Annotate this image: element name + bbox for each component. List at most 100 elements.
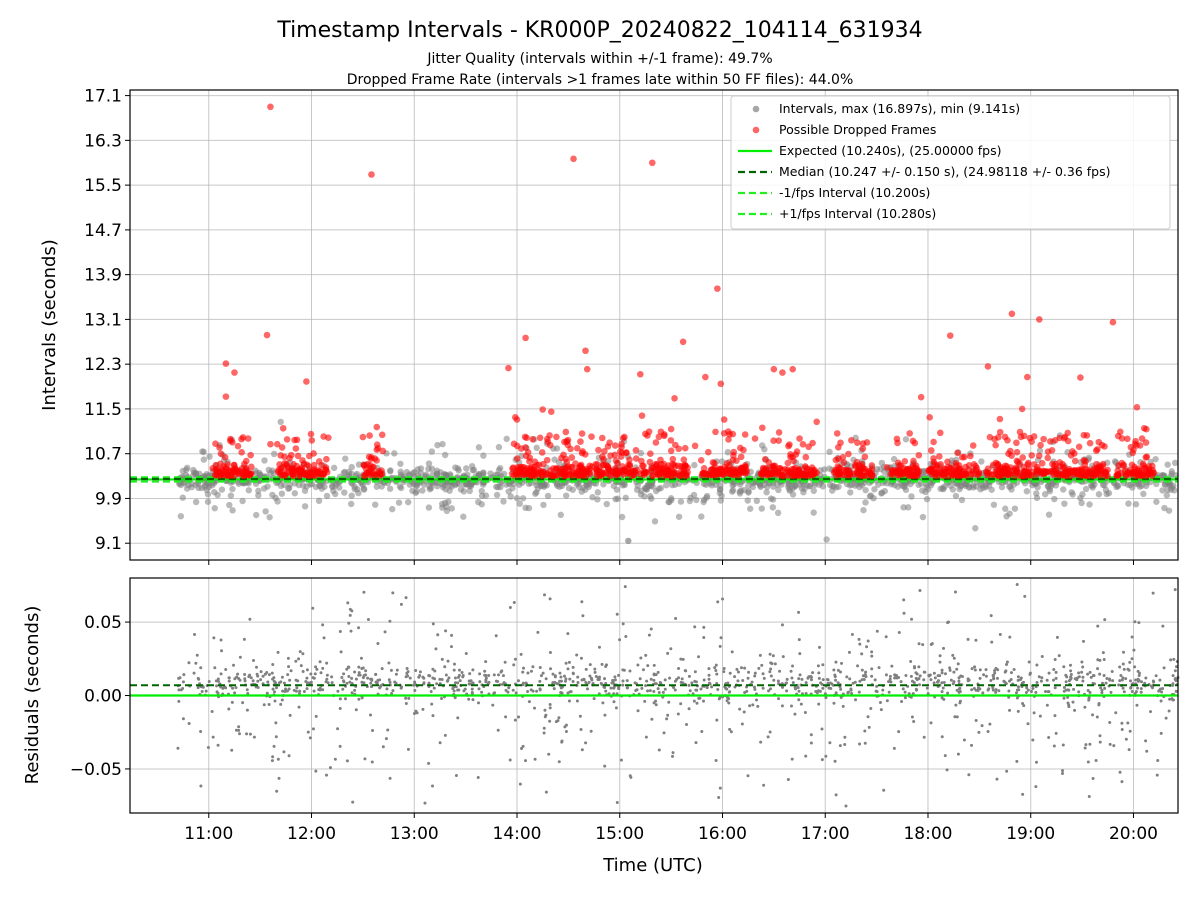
residual-point xyxy=(521,744,525,748)
interval-point xyxy=(261,457,268,464)
residual-point xyxy=(298,689,302,693)
residual-point xyxy=(1035,680,1039,684)
residual-point xyxy=(962,738,966,742)
residual-point xyxy=(1015,583,1019,587)
residual-point xyxy=(571,672,575,676)
residual-point xyxy=(915,678,919,682)
residual-point xyxy=(487,673,491,677)
residual-point xyxy=(450,633,454,637)
interval-point xyxy=(419,487,426,494)
residual-point xyxy=(1061,743,1065,747)
residual-point xyxy=(207,679,211,683)
interval-point xyxy=(229,485,236,493)
dropped-frame-point xyxy=(315,458,323,465)
residual-point xyxy=(245,732,249,736)
residual-point xyxy=(1087,794,1091,798)
residual-point xyxy=(647,633,651,637)
residual-point xyxy=(308,736,312,740)
residual-point xyxy=(1083,705,1087,709)
interval-point xyxy=(847,489,854,496)
residual-point xyxy=(245,688,249,692)
residual-point xyxy=(249,676,253,680)
dropped-frame-point xyxy=(619,434,627,442)
residual-point xyxy=(571,665,575,669)
interval-point xyxy=(439,484,447,491)
interval-point xyxy=(1105,489,1113,497)
interval-point xyxy=(227,492,235,499)
dropped-frame-point xyxy=(292,445,300,452)
residual-point xyxy=(227,679,231,683)
residual-point xyxy=(460,670,464,674)
residual-point xyxy=(559,675,563,679)
residual-point xyxy=(750,680,754,684)
residual-point xyxy=(820,727,824,731)
residual-point xyxy=(1130,635,1134,639)
dropped-frame-point xyxy=(379,447,387,455)
interval-point xyxy=(316,482,324,489)
residual-point xyxy=(248,617,252,621)
residual-point xyxy=(600,662,604,666)
residual-point xyxy=(580,678,584,682)
residual-point xyxy=(281,689,285,693)
dropped-frame-point xyxy=(764,472,772,479)
interval-point xyxy=(1023,488,1031,495)
residual-point xyxy=(714,663,718,667)
residual-point xyxy=(824,754,828,758)
interval-point xyxy=(261,485,268,492)
dropped-frame-point xyxy=(614,468,621,475)
residual-point xyxy=(1117,683,1121,687)
residual-point xyxy=(1103,686,1107,690)
dropped-frame-point xyxy=(369,464,376,471)
residual-point xyxy=(333,757,337,761)
residual-point xyxy=(1111,679,1115,683)
residual-point xyxy=(227,707,231,711)
residual-point xyxy=(314,665,318,669)
dropped-frame-point xyxy=(1023,471,1031,479)
residual-point xyxy=(298,650,302,654)
residual-point xyxy=(736,670,740,674)
residual-point xyxy=(256,685,260,689)
residual-point xyxy=(768,652,772,656)
dropped-frame-point xyxy=(861,467,869,475)
dropped-frame-point xyxy=(600,461,607,469)
residual-point xyxy=(234,728,238,732)
residual-point xyxy=(1062,696,1066,700)
residual-point xyxy=(1073,708,1077,712)
dropped-frame-point xyxy=(691,442,699,450)
dropped-frame-point xyxy=(835,443,842,451)
interval-point xyxy=(192,470,199,477)
residual-point xyxy=(989,614,993,618)
residual-point xyxy=(267,702,271,706)
residual-point xyxy=(644,653,648,657)
residual-point xyxy=(858,679,862,683)
interval-point xyxy=(1159,487,1166,494)
residual-point xyxy=(181,680,185,684)
residual-point xyxy=(654,673,658,677)
dropped-frame-point xyxy=(1001,433,1009,441)
dropped-frame-point xyxy=(1048,446,1056,454)
residual-point xyxy=(997,689,1001,693)
interval-point xyxy=(434,482,441,490)
residual-point xyxy=(955,667,959,671)
dropped-frame-point xyxy=(216,444,223,451)
dropped-frame-point xyxy=(646,458,654,466)
residuals-y-axis-label: Residuals (seconds) xyxy=(22,606,43,785)
residual-point xyxy=(597,675,601,679)
residual-point xyxy=(758,653,762,657)
residual-point xyxy=(427,681,431,685)
dropped-frame-point xyxy=(1138,435,1146,442)
residual-point xyxy=(702,625,706,629)
interval-point xyxy=(1086,501,1093,508)
residual-point xyxy=(846,690,850,694)
residual-point xyxy=(769,674,773,678)
interval-point xyxy=(712,481,720,488)
residual-point xyxy=(350,681,354,685)
dropped-frame-point xyxy=(896,471,903,479)
residual-point xyxy=(1086,672,1090,676)
residual-point xyxy=(662,731,666,735)
residual-point xyxy=(914,671,918,675)
residual-point xyxy=(863,729,867,733)
residual-point xyxy=(866,639,870,643)
residual-point xyxy=(1173,669,1177,673)
residual-point xyxy=(194,661,198,665)
